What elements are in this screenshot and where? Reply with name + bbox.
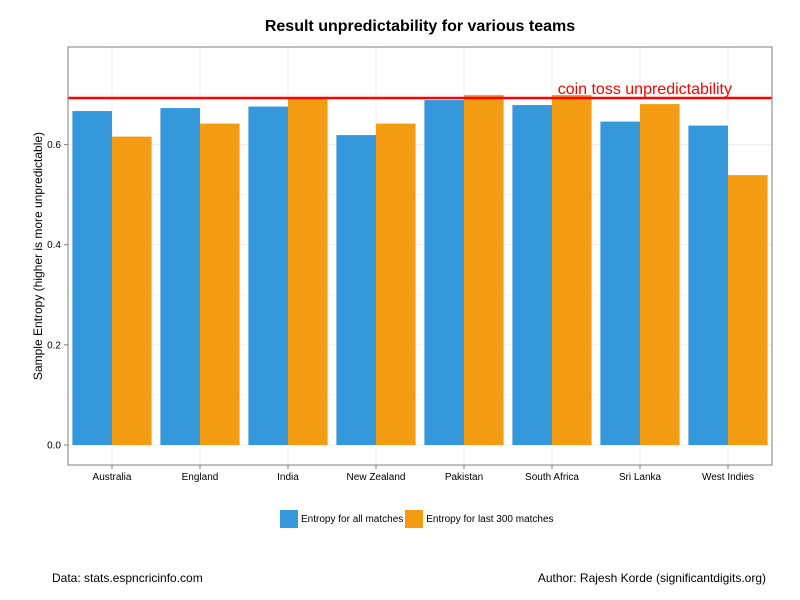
bars-layer [72,95,768,445]
bar-all-matches-australia [72,111,112,445]
plot-border [67,46,773,466]
y-tick-label: 0.4 [47,240,61,251]
legend-swatch-all-matches [280,510,298,528]
legend-label-last-300: Entropy for last 300 matches [426,513,554,525]
author-note: Author: Rajesh Korde (significantdigits.… [537,571,766,585]
legend-item-last-300: Entropy for last 300 matches [405,510,554,528]
coin-toss-label: coin toss unpredictability [558,81,732,98]
bar-last-300-new-zealand [376,123,416,445]
bar-all-matches-england [160,108,200,445]
x-tick-label: Pakistan [445,472,483,483]
bar-all-matches-south-africa [512,105,552,445]
x-tick-label: Sri Lanka [619,472,662,483]
bar-last-300-west-indies [728,175,768,445]
legend: Entropy for all matches Entropy for last… [280,510,556,528]
axis-layer: 0.0 0.2 0.4 0.6 Australia England India New Zea… [47,140,754,483]
bar-last-300-pakistan [464,95,504,445]
y-tick-label: 0.0 [47,440,61,451]
legend-label-all-matches: Entropy for all matches [301,513,404,525]
legend-item-all-matches: Entropy for all matches [280,510,403,528]
legend-swatch-last-300 [405,510,424,528]
y-axis-label: Sample Entropy (higher is more unpredict… [31,132,45,380]
bar-all-matches-pakistan [424,100,464,445]
x-tick-label: Australia [93,472,132,483]
x-tick-label: England [182,472,219,483]
y-tick-label: 0.6 [47,140,61,151]
bar-all-matches-new-zealand [336,135,376,445]
bar-all-matches-west-indies [688,125,728,445]
bar-last-300-england [200,123,240,445]
bar-all-matches-sri-lanka [600,121,640,445]
bar-last-300-india [288,99,328,445]
x-tick-label: India [277,472,299,483]
y-tick-label: 0.2 [47,340,61,351]
source-note: Data: stats.espncricinfo.com [52,571,203,585]
x-tick-label: New Zealand [347,472,406,483]
bar-all-matches-india [248,106,288,445]
bar-last-300-australia [112,136,152,445]
x-tick-label: South Africa [525,472,579,483]
bar-last-300-south-africa [552,95,592,445]
bar-last-300-sri-lanka [640,104,680,445]
x-tick-label: West Indies [702,472,754,483]
reference-layer: coin toss unpredictability [68,81,772,100]
chart-title: Result unpredictability for various team… [264,18,576,35]
